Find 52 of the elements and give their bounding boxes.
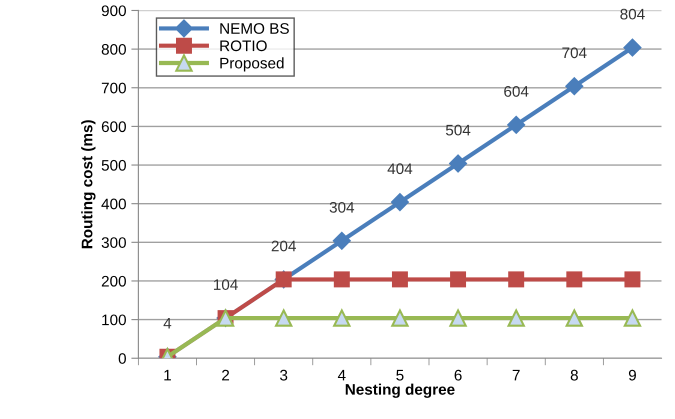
data-label: 404: [388, 163, 412, 174]
x-tick-label: 4: [338, 370, 346, 380]
point: [275, 309, 292, 327]
point: [565, 77, 584, 96]
point: [332, 232, 351, 250]
y-tick-label: 200: [102, 276, 126, 287]
legend-label: ROTIO: [220, 40, 267, 52]
data-label: 704: [562, 47, 587, 58]
y-tick-label: 800: [102, 44, 126, 55]
y-tick-label: 900: [102, 5, 126, 16]
x-tick-label: 2: [222, 370, 230, 380]
y-tick-label: 600: [102, 121, 126, 132]
point: [507, 116, 526, 134]
point: [449, 154, 467, 172]
y-tick-label: 500: [102, 160, 126, 171]
point: [333, 309, 350, 327]
x-tick-label: 7: [512, 370, 520, 380]
point: [566, 309, 583, 327]
y-tick-label: 700: [102, 82, 126, 94]
point: [334, 271, 350, 288]
point: [508, 309, 525, 327]
x-tick-label: 5: [396, 370, 404, 381]
point: [391, 193, 409, 212]
x-tick-label: 8: [570, 370, 578, 381]
data-label: 4: [164, 318, 172, 329]
point: [624, 271, 640, 288]
point: [450, 271, 466, 288]
data-label: 504: [446, 124, 470, 136]
point: [566, 271, 582, 288]
x-tick-label: 9: [628, 370, 636, 381]
legend-label: Proposed: [220, 57, 284, 72]
point: [449, 309, 467, 327]
y-tick-label: 0: [118, 353, 126, 364]
y-tick-label: 300: [102, 237, 126, 248]
point: [624, 38, 642, 56]
x-tick-label: 1: [164, 370, 171, 380]
x-tick-label: 3: [280, 370, 288, 381]
point: [392, 271, 408, 288]
point: [624, 309, 642, 327]
y-tick-label: 100: [102, 314, 126, 326]
x-axis-title: Nesting degree: [346, 384, 455, 398]
legend-label: NEMO BS: [220, 23, 289, 34]
data-label: 104: [214, 279, 238, 290]
x-tick-label: 6: [454, 370, 462, 381]
point: [508, 271, 524, 288]
data-label: 804: [620, 8, 645, 20]
data-label: 304: [330, 202, 354, 213]
data-label: 604: [504, 86, 528, 97]
y-tick-label: 400: [101, 198, 126, 210]
data-label: 204: [272, 240, 296, 252]
y-axis-title: Routing cost (ms): [81, 120, 96, 248]
point: [391, 309, 409, 327]
